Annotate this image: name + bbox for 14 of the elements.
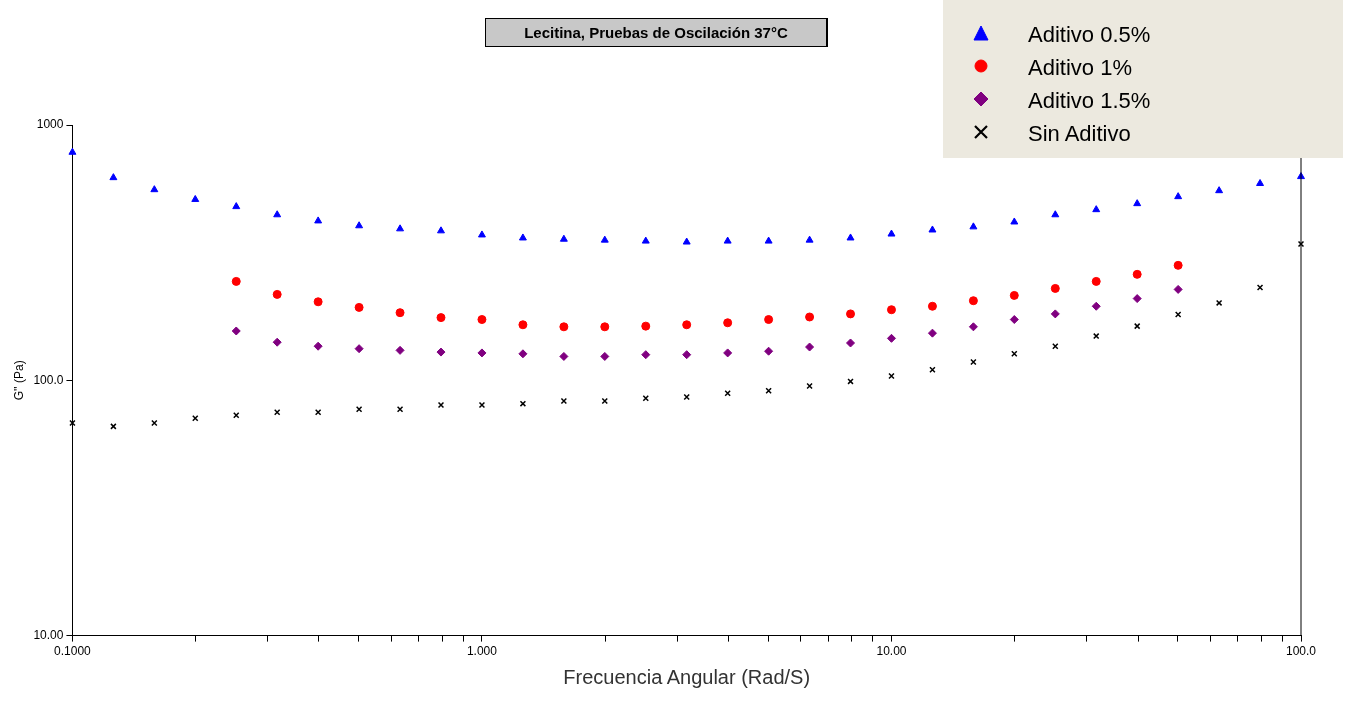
legend-label: Aditivo 1% (1028, 54, 1132, 81)
x-tick-label: 1.000 (466, 644, 498, 659)
x-tick-label: 10.00 (876, 644, 907, 659)
legend-label: Aditivo 1.5% (1028, 87, 1151, 114)
y-tick-label: 10.00 (33, 627, 64, 642)
legend-label: Aditivo 0.5% (1028, 21, 1151, 48)
legend-label: Sin Aditivo (1028, 120, 1131, 147)
y-axis-title: G'' (Pa) (11, 360, 26, 401)
x-tick-label: 0.1000 (54, 644, 92, 659)
chart-title: Lecitina, Pruebas de Oscilación 37°C (485, 18, 828, 47)
y-tick-label: 1000 (36, 117, 64, 132)
x-axis-title: Frecuencia Angular (Rad/S) (563, 665, 811, 688)
y-tick-label: 100.0 (33, 372, 64, 387)
x-tick-label: 100.0 (1285, 644, 1317, 659)
